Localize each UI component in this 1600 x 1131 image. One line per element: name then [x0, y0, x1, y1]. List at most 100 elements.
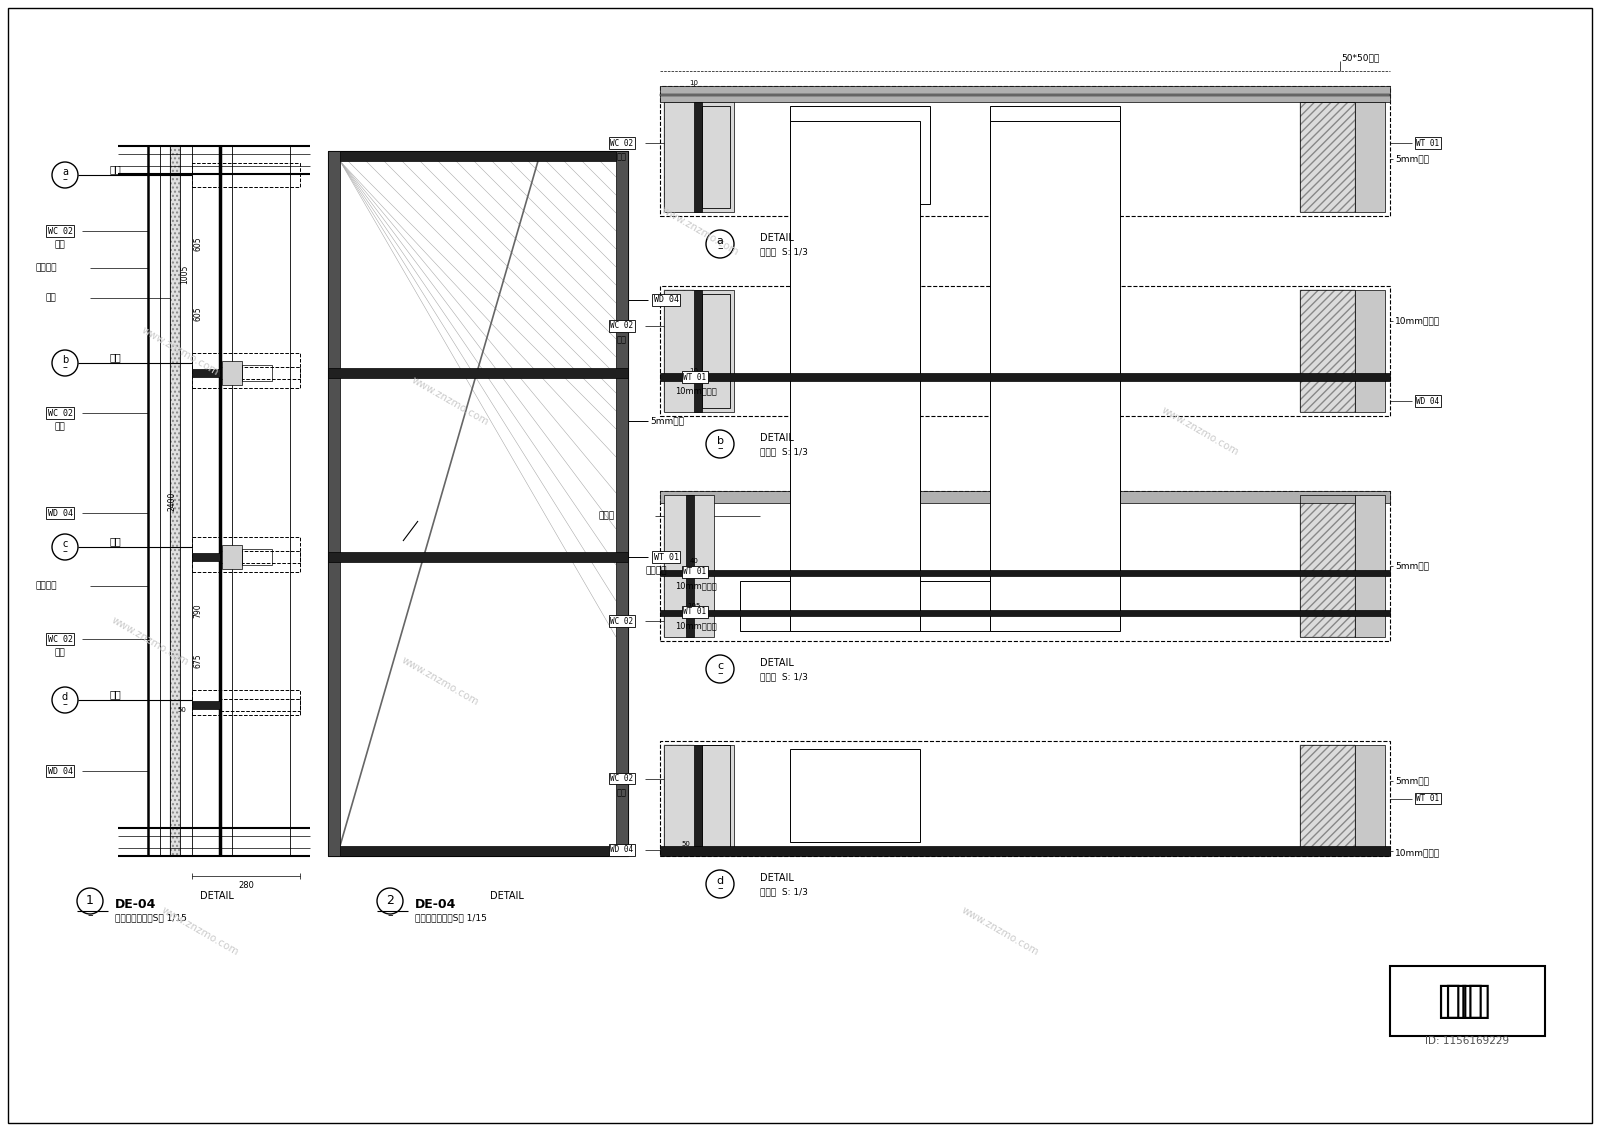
Text: WC 02: WC 02: [48, 634, 72, 644]
Text: 50: 50: [682, 841, 691, 847]
Bar: [192, 353, 301, 388]
Text: DETAIL: DETAIL: [760, 873, 794, 883]
Text: 清镜: 清镜: [46, 294, 56, 302]
Text: –: –: [62, 362, 67, 372]
Text: DETAIL: DETAIL: [200, 891, 234, 901]
Text: –: –: [62, 699, 67, 709]
Text: 5mm銀镜: 5mm銀镜: [1395, 561, 1429, 570]
Bar: [694, 290, 702, 412]
Text: ID: 1156169229: ID: 1156169229: [1426, 1036, 1509, 1046]
Text: 黑钢框架: 黑钢框架: [646, 567, 667, 576]
Text: 知未: 知未: [1437, 982, 1483, 1020]
Bar: [790, 749, 920, 841]
Bar: [1299, 745, 1355, 852]
Text: 105: 105: [688, 603, 701, 608]
Text: DE-04: DE-04: [115, 898, 157, 910]
Text: www.znzmo.com: www.znzmo.com: [960, 905, 1040, 957]
Bar: [661, 610, 1390, 616]
Text: –: –: [717, 668, 723, 677]
Bar: [694, 745, 702, 852]
Bar: [664, 495, 714, 637]
Bar: [739, 581, 1021, 631]
Bar: [221, 699, 301, 711]
Text: 10: 10: [690, 80, 699, 86]
Text: 10mm黑钢框: 10mm黑钢框: [675, 387, 717, 396]
Text: –: –: [717, 243, 723, 253]
Text: WC 02: WC 02: [611, 321, 634, 330]
Text: www.znzmo.com: www.znzmo.com: [400, 655, 480, 707]
Text: 10mm黑钢板: 10mm黑钢板: [675, 622, 717, 630]
Text: 40: 40: [690, 558, 699, 564]
Text: WD 04: WD 04: [611, 846, 634, 855]
Text: 5mm銀镜: 5mm銀镜: [1395, 776, 1429, 785]
Text: 硬包: 硬包: [618, 336, 627, 345]
Text: 50*50方锂: 50*50方锂: [1342, 53, 1379, 62]
Text: 知未: 知未: [1443, 982, 1490, 1020]
Bar: [192, 537, 301, 572]
Bar: [192, 163, 301, 187]
Text: 详见: 详见: [110, 536, 122, 546]
Bar: [1299, 102, 1355, 211]
Text: 10: 10: [690, 368, 699, 374]
Bar: [702, 106, 730, 208]
Text: 硬包: 硬包: [54, 241, 66, 250]
Bar: [328, 152, 627, 161]
Bar: [1355, 495, 1386, 637]
Text: DETAIL: DETAIL: [760, 433, 794, 443]
Bar: [170, 146, 179, 856]
Text: www.znzmo.com: www.znzmo.com: [1160, 405, 1240, 457]
Text: WT 01: WT 01: [683, 568, 707, 577]
Text: WC 02: WC 02: [611, 774, 634, 783]
Text: WT 01: WT 01: [683, 607, 707, 616]
Text: 详见: 详见: [110, 689, 122, 699]
Bar: [702, 745, 730, 852]
Text: www.znzmo.com: www.znzmo.com: [659, 205, 741, 257]
Text: WD 04: WD 04: [653, 295, 678, 304]
Bar: [192, 553, 221, 561]
Text: 电视柜背立面图S： 1/15: 电视柜背立面图S： 1/15: [414, 914, 486, 923]
Text: WT 01: WT 01: [1416, 138, 1440, 147]
Bar: [1299, 495, 1355, 637]
Text: DE-04: DE-04: [414, 898, 456, 910]
Text: www.znzmo.com: www.znzmo.com: [139, 325, 221, 378]
Text: 10mm黑钢框: 10mm黑钢框: [1395, 317, 1440, 326]
Bar: [664, 290, 694, 412]
Bar: [221, 551, 301, 563]
Bar: [1355, 745, 1386, 852]
Text: 605: 605: [194, 236, 203, 251]
Bar: [1355, 102, 1386, 211]
Bar: [661, 570, 1390, 576]
Bar: [702, 294, 730, 408]
Text: 2: 2: [386, 895, 394, 907]
Text: WT 01: WT 01: [683, 372, 707, 381]
Bar: [1299, 495, 1355, 637]
Bar: [661, 86, 1390, 216]
Text: –: –: [86, 910, 93, 920]
Bar: [221, 366, 301, 379]
Bar: [664, 290, 734, 412]
Text: –: –: [717, 443, 723, 454]
Bar: [790, 296, 920, 371]
Text: b: b: [62, 355, 69, 365]
Bar: [192, 690, 301, 715]
Bar: [990, 106, 1120, 204]
Text: –: –: [717, 883, 723, 893]
Bar: [1299, 102, 1355, 211]
Bar: [1299, 290, 1355, 412]
Text: 详见: 详见: [110, 164, 122, 174]
Bar: [661, 286, 1390, 416]
Bar: [1355, 290, 1386, 412]
Text: 细木工板: 细木工板: [35, 581, 56, 590]
Text: d: d: [717, 877, 723, 886]
Text: b: b: [717, 435, 723, 446]
Bar: [990, 121, 1120, 631]
Bar: [664, 745, 734, 852]
Bar: [222, 545, 242, 569]
Bar: [664, 102, 694, 211]
Bar: [661, 741, 1390, 856]
Text: WC 02: WC 02: [48, 408, 72, 417]
Text: 电视柜剪切面图S： 1/15: 电视柜剪切面图S： 1/15: [115, 914, 187, 923]
Text: DETAIL: DETAIL: [760, 658, 794, 668]
Text: –: –: [387, 910, 394, 920]
Bar: [661, 846, 1390, 856]
